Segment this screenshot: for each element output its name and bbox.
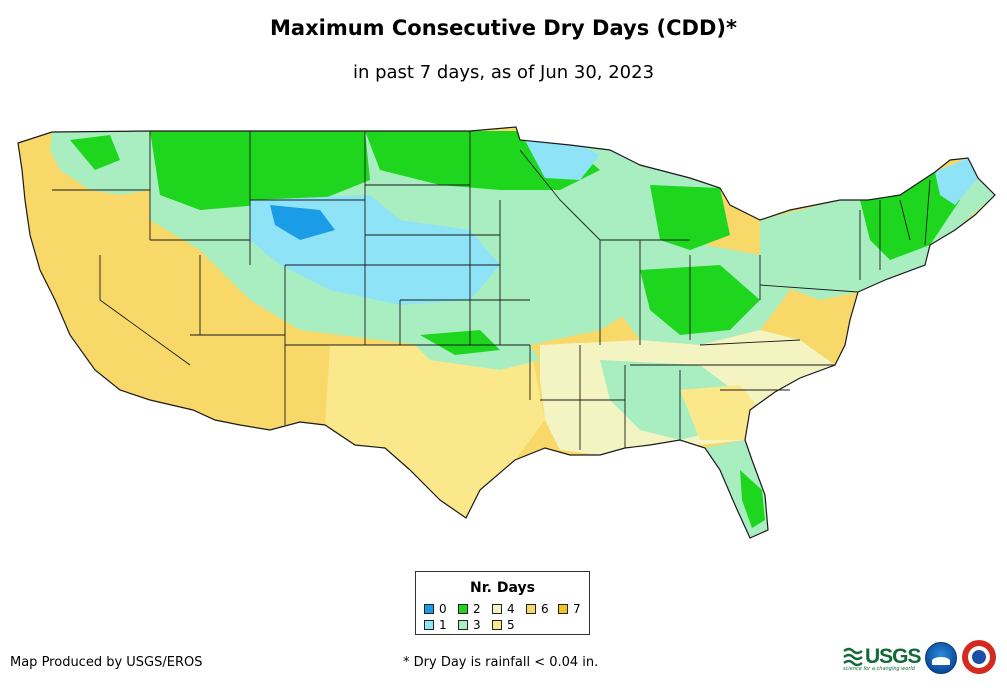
legend-label-2: 2 — [473, 602, 481, 616]
legend-swatch-5 — [492, 620, 502, 630]
class-2-washington — [70, 135, 120, 170]
usgs-wordmark: USGS — [865, 645, 922, 668]
usgs-wave-icon — [843, 646, 863, 668]
state-boundaries — [52, 131, 931, 450]
legend-swatch-0 — [424, 604, 434, 614]
class-2-michigan — [650, 185, 730, 250]
legend-swatch-2 — [458, 604, 468, 614]
legend-label-6: 6 — [541, 602, 549, 616]
nws-logo — [962, 640, 996, 674]
map-title: Maximum Consecutive Dry Days (CDD)* — [270, 16, 737, 40]
legend-item-4: 4 — [492, 603, 515, 615]
legend-item-1: 1 — [424, 619, 447, 631]
map-subtitle: in past 7 days, as of Jun 30, 2023 — [352, 62, 655, 83]
class-2-montana — [150, 131, 370, 210]
class-5-georgia — [680, 385, 760, 440]
usgs-logo: USGS science for a changing world — [843, 642, 922, 673]
legend-swatch-4 — [492, 604, 502, 614]
legend-swatch-6 — [526, 604, 536, 614]
legend-item-7: 7 — [558, 603, 581, 615]
legend-item-2: 2 — [458, 603, 481, 615]
class-2-ohio — [640, 265, 760, 335]
legend-item-6: 6 — [526, 603, 549, 615]
legend-label-0: 0 — [439, 602, 447, 616]
class-1-superior — [520, 131, 600, 180]
legend-title: Nr. Days — [470, 580, 535, 596]
legend-label-3: 3 — [473, 618, 481, 632]
legend-label-7: 7 — [573, 602, 581, 616]
nws-core-icon — [972, 650, 986, 664]
class-5-texas — [325, 345, 545, 518]
map-credit: Map Produced by USGS/EROS — [10, 655, 203, 670]
noaa-logo — [925, 642, 957, 674]
legend-swatch-3 — [458, 620, 468, 630]
legend-item-0: 0 — [424, 603, 447, 615]
usgs-tagline: science for a changing world — [843, 666, 915, 672]
legend-label-4: 4 — [507, 602, 515, 616]
legend-item-5: 5 — [492, 619, 515, 631]
legend-label-1: 1 — [439, 618, 447, 632]
class-1-maine — [935, 158, 978, 205]
legend: Nr. Days 0 1 2 3 4 5 6 7 — [415, 571, 590, 635]
legend-item-3: 3 — [458, 619, 481, 631]
class-2-florida — [740, 470, 765, 528]
class-0-wyoming — [270, 205, 335, 240]
legend-swatch-1 — [424, 620, 434, 630]
noaa-bird-icon — [932, 657, 950, 665]
class-2-oklahoma — [420, 330, 500, 355]
legend-swatch-7 — [558, 604, 568, 614]
legend-label-5: 5 — [507, 618, 515, 632]
dry-day-footnote: * Dry Day is rainfall < 0.04 in. — [403, 655, 599, 670]
cdd-map — [17, 126, 996, 539]
